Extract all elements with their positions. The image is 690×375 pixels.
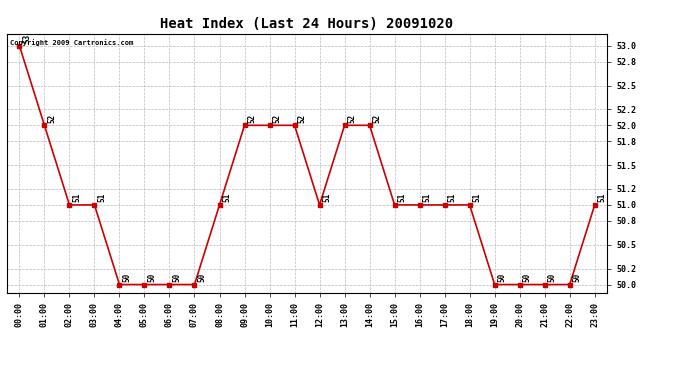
Text: 52: 52 (47, 113, 56, 123)
Text: 51: 51 (97, 193, 106, 202)
Text: 51: 51 (322, 193, 331, 202)
Text: 51: 51 (447, 193, 456, 202)
Text: 52: 52 (273, 113, 282, 123)
Title: Heat Index (Last 24 Hours) 20091020: Heat Index (Last 24 Hours) 20091020 (161, 17, 453, 31)
Text: 52: 52 (373, 113, 382, 123)
Text: 51: 51 (473, 193, 482, 202)
Text: 50: 50 (522, 273, 531, 282)
Text: 52: 52 (347, 113, 356, 123)
Text: 50: 50 (172, 273, 181, 282)
Text: 50: 50 (573, 273, 582, 282)
Text: 51: 51 (222, 193, 231, 202)
Text: 51: 51 (422, 193, 431, 202)
Text: 51: 51 (72, 193, 81, 202)
Text: 50: 50 (497, 273, 506, 282)
Text: 53: 53 (22, 34, 31, 43)
Text: 52: 52 (297, 113, 306, 123)
Text: 50: 50 (147, 273, 156, 282)
Text: 50: 50 (547, 273, 556, 282)
Text: 50: 50 (197, 273, 206, 282)
Text: 50: 50 (122, 273, 131, 282)
Text: 51: 51 (397, 193, 406, 202)
Text: 51: 51 (598, 193, 607, 202)
Text: Copyright 2009 Cartronics.com: Copyright 2009 Cartronics.com (10, 39, 133, 46)
Text: 52: 52 (247, 113, 256, 123)
